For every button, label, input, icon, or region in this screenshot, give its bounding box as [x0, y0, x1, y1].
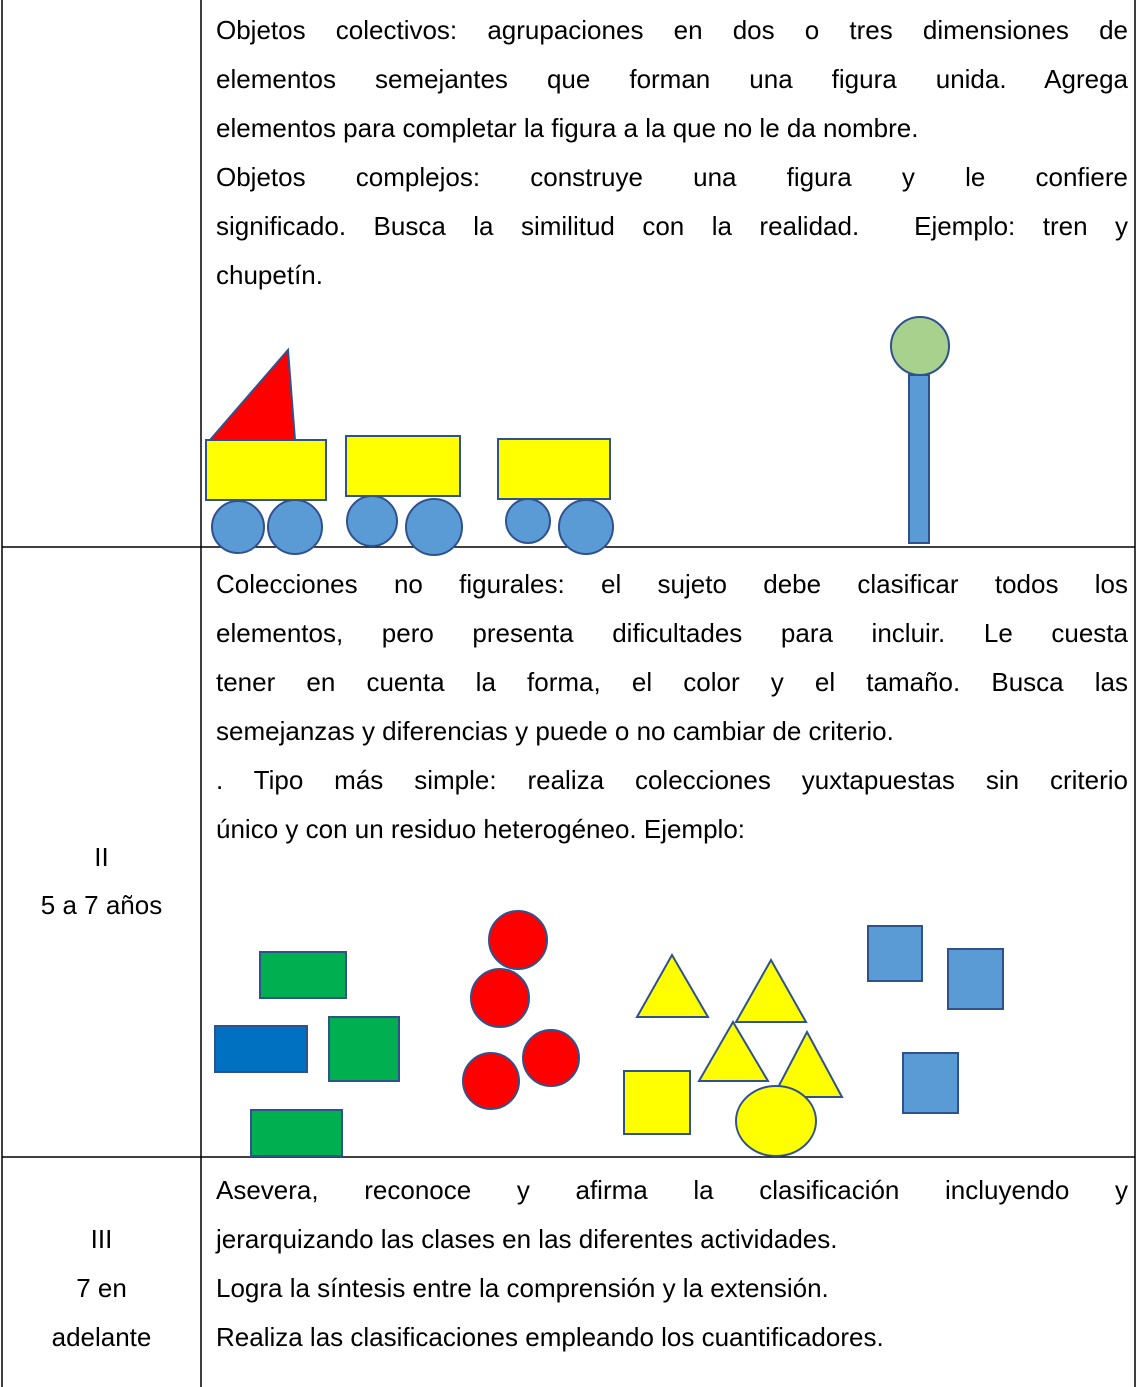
stage-label: II	[94, 842, 109, 872]
text-line: Objetos colectivos: agrupaciones en dos …	[216, 15, 1128, 45]
collections	[214, 910, 1004, 1157]
stage-label: 7 en	[76, 1273, 127, 1303]
train	[205, 347, 614, 556]
text-line: elementos, pero presenta dificultades pa…	[216, 618, 1128, 648]
text-line: jerarquizando las clases en las diferent…	[216, 1224, 838, 1254]
text-line: elementos para completar la figura a la …	[216, 113, 919, 143]
text-line: Colecciones no figurales: el sujeto debe…	[216, 569, 1128, 599]
stage-label: III	[90, 1224, 113, 1254]
text-line: Logra la síntesis entre la comprensión y…	[216, 1273, 829, 1303]
text-line: Realiza las clasificaciones empleando lo…	[216, 1322, 884, 1352]
text-line: tener en cuenta la forma, el color y el …	[216, 667, 1128, 697]
text-line: único y con un residuo heterogéneo. Ejem…	[216, 814, 746, 844]
text-line: semejanzas y diferencias y puede o no ca…	[216, 716, 894, 746]
text-line: . Tipo más simple: realiza colecciones y…	[216, 765, 1128, 795]
text-line: significado. Busca la similitud con la r…	[216, 211, 1128, 241]
text-line: chupetín.	[216, 260, 323, 290]
text-line: Objetos complejos: construye una figura …	[216, 162, 1128, 192]
text-line: Asevera, reconoce y afirma la clasificac…	[216, 1175, 1128, 1205]
stage-label: adelante	[51, 1322, 152, 1352]
stage-label: 5 a 7 años	[40, 890, 163, 920]
text-line: elementos semejantes que forman una figu…	[216, 64, 1128, 94]
lollipop	[890, 316, 950, 544]
